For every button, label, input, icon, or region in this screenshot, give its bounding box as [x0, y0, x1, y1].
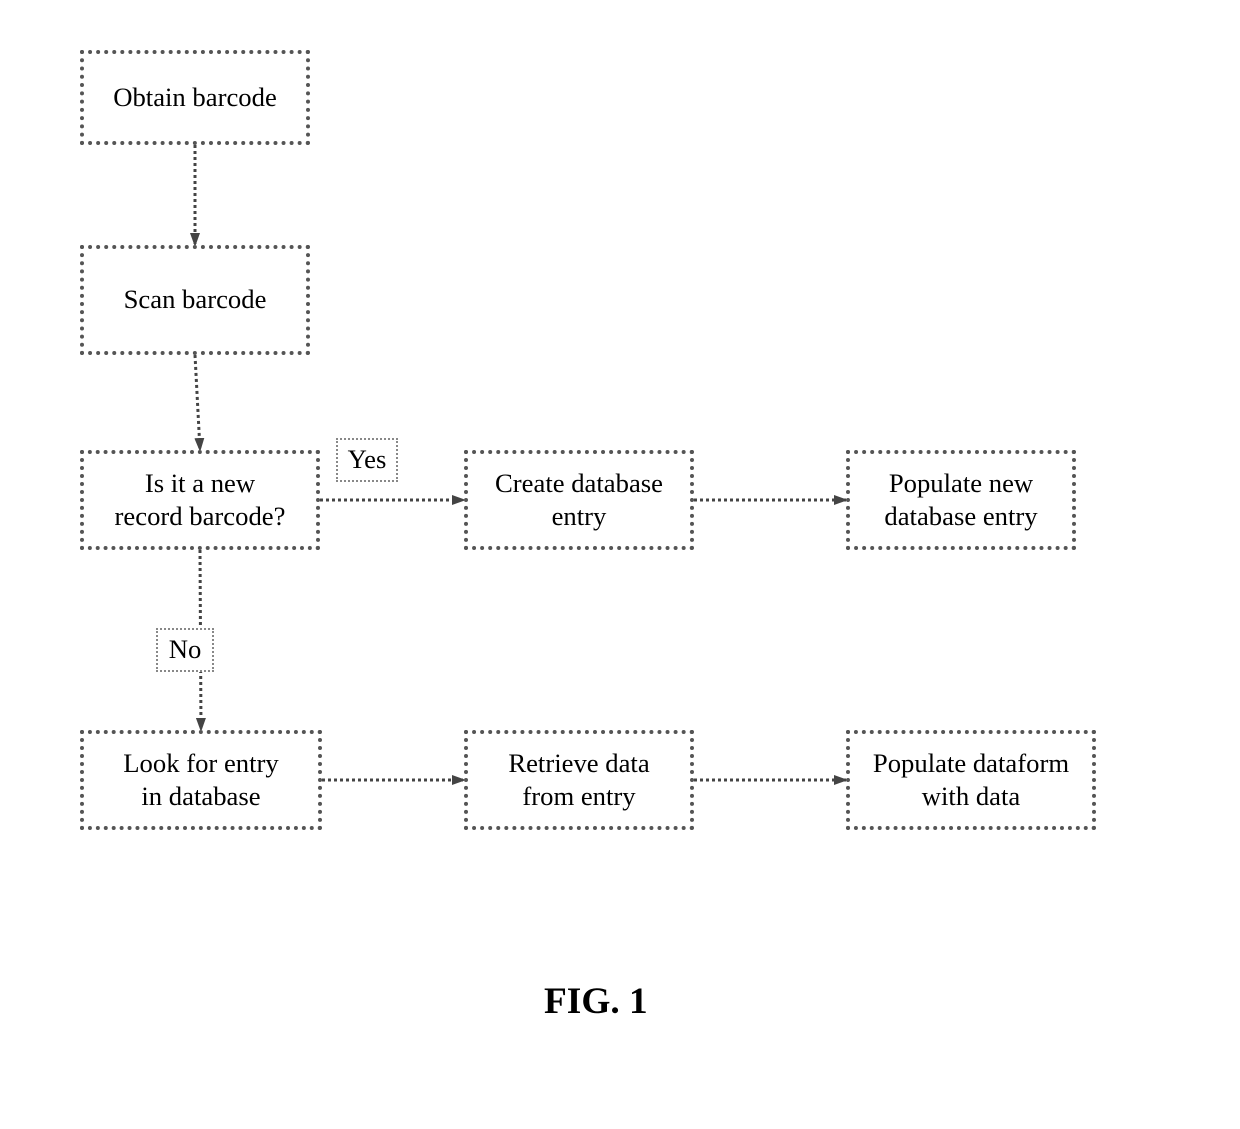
flowchart-edges [0, 0, 1240, 1129]
flowchart-canvas: Obtain barcode Scan barcode Is it a new re… [0, 0, 1240, 1129]
node-label: Scan barcode [124, 283, 267, 316]
node-label: Populate dataform with data [873, 747, 1069, 814]
flowchart-node-n5: Populate new database entry [846, 450, 1076, 550]
node-label: Is it a new record barcode? [115, 467, 286, 534]
node-label: No [169, 633, 202, 666]
flowchart-node-n8: Populate dataform with data [846, 730, 1096, 830]
flowchart-node-n4: Create database entry [464, 450, 694, 550]
edge-label-lblYes: Yes [336, 438, 398, 482]
flowchart-node-n6: Look for entry in database [80, 730, 322, 830]
edge-n2-n3 [195, 355, 200, 450]
node-label: Obtain barcode [113, 81, 277, 114]
figure-caption: FIG. 1 [544, 980, 648, 1023]
node-label: Populate new database entry [884, 467, 1037, 534]
node-label: Yes [348, 443, 387, 476]
flowchart-node-n2: Scan barcode [80, 245, 310, 355]
node-label: Look for entry in database [123, 747, 278, 814]
edge-label-lblNo: No [156, 628, 214, 672]
flowchart-node-n3: Is it a new record barcode? [80, 450, 320, 550]
flowchart-node-n7: Retrieve data from entry [464, 730, 694, 830]
node-label: Create database entry [495, 467, 663, 534]
node-label: Retrieve data from entry [508, 747, 649, 814]
flowchart-node-n1: Obtain barcode [80, 50, 310, 145]
